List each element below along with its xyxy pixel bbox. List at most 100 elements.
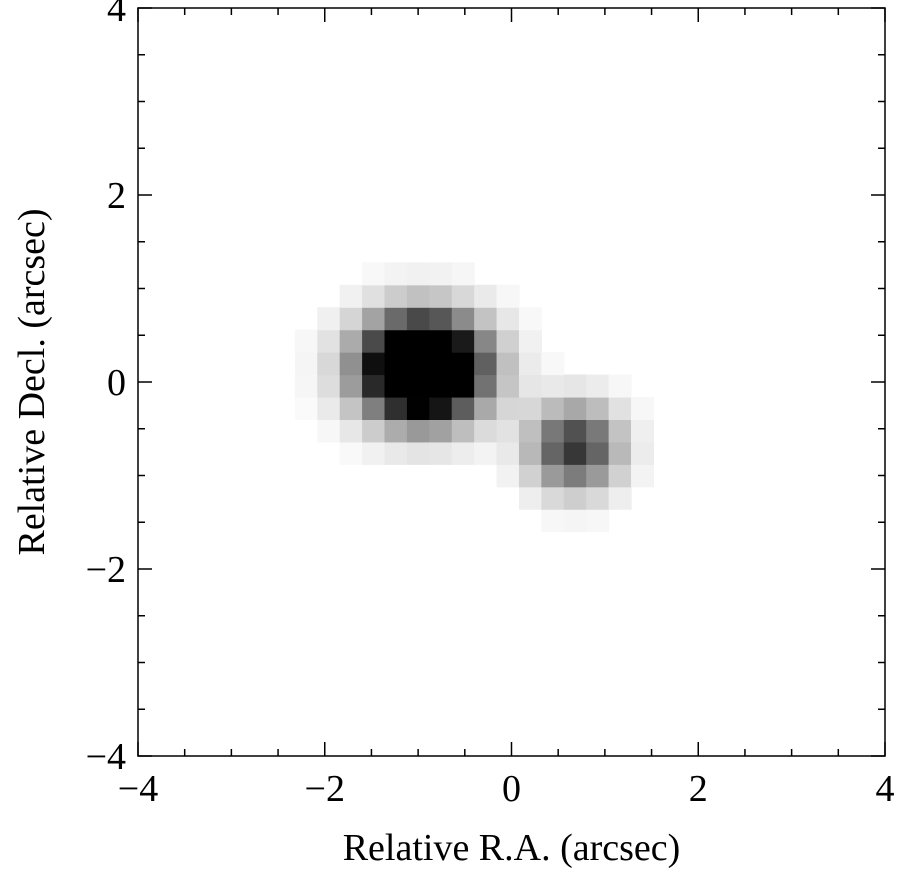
heatmap-cell	[406, 307, 430, 331]
heatmap-cell	[339, 352, 363, 376]
heatmap-cell	[429, 396, 453, 420]
y-tick-label: 4	[107, 0, 126, 30]
heatmap-cell	[474, 307, 498, 331]
heatmap-cell	[384, 329, 408, 353]
heatmap-cell	[474, 396, 498, 420]
heatmap-cell	[608, 374, 632, 398]
heatmap-cell	[384, 307, 408, 331]
heatmap-cell	[496, 284, 520, 308]
heatmap-cell	[608, 396, 632, 420]
heatmap-cell	[608, 419, 632, 443]
heatmap-cell	[406, 396, 430, 420]
x-tick-label: −4	[118, 768, 158, 810]
y-tick-label: −2	[86, 549, 126, 591]
heatmap-cell	[541, 352, 565, 376]
heatmap-cell	[563, 486, 587, 510]
heatmap-cell	[541, 441, 565, 465]
heatmap-cell	[384, 262, 408, 286]
heatmap-cell	[339, 396, 363, 420]
heatmap-cell	[362, 419, 386, 443]
heatmap-cell	[406, 284, 430, 308]
x-tick-labels: −4 −2 0 2 4	[118, 768, 895, 810]
y-tick-label: 0	[107, 362, 126, 404]
heatmap-cell	[496, 464, 520, 488]
heatmap-cell	[451, 329, 475, 353]
heatmap-cell	[541, 374, 565, 398]
heatmap-cell	[406, 419, 430, 443]
heatmap-cell	[474, 284, 498, 308]
heatmap-cell	[563, 419, 587, 443]
heatmap-cell	[518, 307, 542, 331]
heatmap-cell	[541, 486, 565, 510]
heatmap-cell	[474, 419, 498, 443]
heatmap-cell	[518, 329, 542, 353]
heatmap-cell	[406, 374, 430, 398]
heatmap-cell	[496, 352, 520, 376]
heatmap-cell	[586, 419, 610, 443]
heatmap-cell	[384, 284, 408, 308]
heatmap-cell	[518, 374, 542, 398]
heatmap-cell	[608, 464, 632, 488]
heatmap-cell	[608, 441, 632, 465]
heatmap-cell	[317, 307, 341, 331]
heatmap-cell	[586, 396, 610, 420]
heatmap-cell	[339, 441, 363, 465]
heatmap-cell	[384, 396, 408, 420]
heatmap-cell	[339, 329, 363, 353]
heatmap-cell	[429, 441, 453, 465]
heatmap-cell	[451, 307, 475, 331]
heatmap-cell	[384, 352, 408, 376]
axis-ticks	[137, 7, 886, 757]
heatmap-cell	[429, 374, 453, 398]
heatmap-cell	[474, 441, 498, 465]
heatmap-cell	[362, 396, 386, 420]
heatmap-cell	[429, 284, 453, 308]
heatmap-cell	[631, 464, 655, 488]
x-axis-label: Relative R.A. (arcsec)	[343, 827, 681, 869]
heatmap-cell	[362, 352, 386, 376]
heatmap-cell	[451, 396, 475, 420]
heatmap-cell	[563, 374, 587, 398]
heatmap-cell	[496, 307, 520, 331]
x-tick-label: −2	[305, 768, 345, 810]
heatmap-cell	[474, 352, 498, 376]
heatmap-cell	[429, 329, 453, 353]
heatmap-cell	[362, 441, 386, 465]
heatmap-cell	[518, 464, 542, 488]
heatmap-cell	[406, 441, 430, 465]
heatmap-cell	[541, 509, 565, 533]
heatmap-cell	[586, 464, 610, 488]
heatmap-cell	[474, 374, 498, 398]
heatmap-cell	[496, 441, 520, 465]
heatmap-cell	[451, 284, 475, 308]
heatmap-cell	[563, 509, 587, 533]
heatmap-cell	[362, 284, 386, 308]
heatmap-cell	[496, 374, 520, 398]
heatmap-cell	[541, 464, 565, 488]
heatmap-cell	[384, 374, 408, 398]
heatmap-cell	[518, 352, 542, 376]
heatmap-cell	[384, 419, 408, 443]
heatmap-cell	[406, 352, 430, 376]
heatmap-cell	[518, 419, 542, 443]
heatmap-cell	[496, 419, 520, 443]
heatmap-cell	[541, 396, 565, 420]
heatmap-cell	[518, 486, 542, 510]
heatmap-cell	[339, 284, 363, 308]
heatmap-cell	[339, 374, 363, 398]
heatmap-cell	[563, 396, 587, 420]
x-tick-label: 0	[502, 768, 521, 810]
heatmap-cell	[362, 307, 386, 331]
heatmap-cell	[317, 374, 341, 398]
heatmap-cell	[362, 329, 386, 353]
heatmap-cell	[362, 374, 386, 398]
heatmap-cell	[451, 352, 475, 376]
heatmap-cell	[294, 374, 318, 398]
heatmap-cell	[586, 374, 610, 398]
heatmap-cell	[451, 419, 475, 443]
y-axis-label: Relative Decl. (arcsec)	[11, 208, 53, 555]
heatmap-cell	[294, 329, 318, 353]
heatmap-cell	[362, 262, 386, 286]
heatmap-cell	[429, 262, 453, 286]
